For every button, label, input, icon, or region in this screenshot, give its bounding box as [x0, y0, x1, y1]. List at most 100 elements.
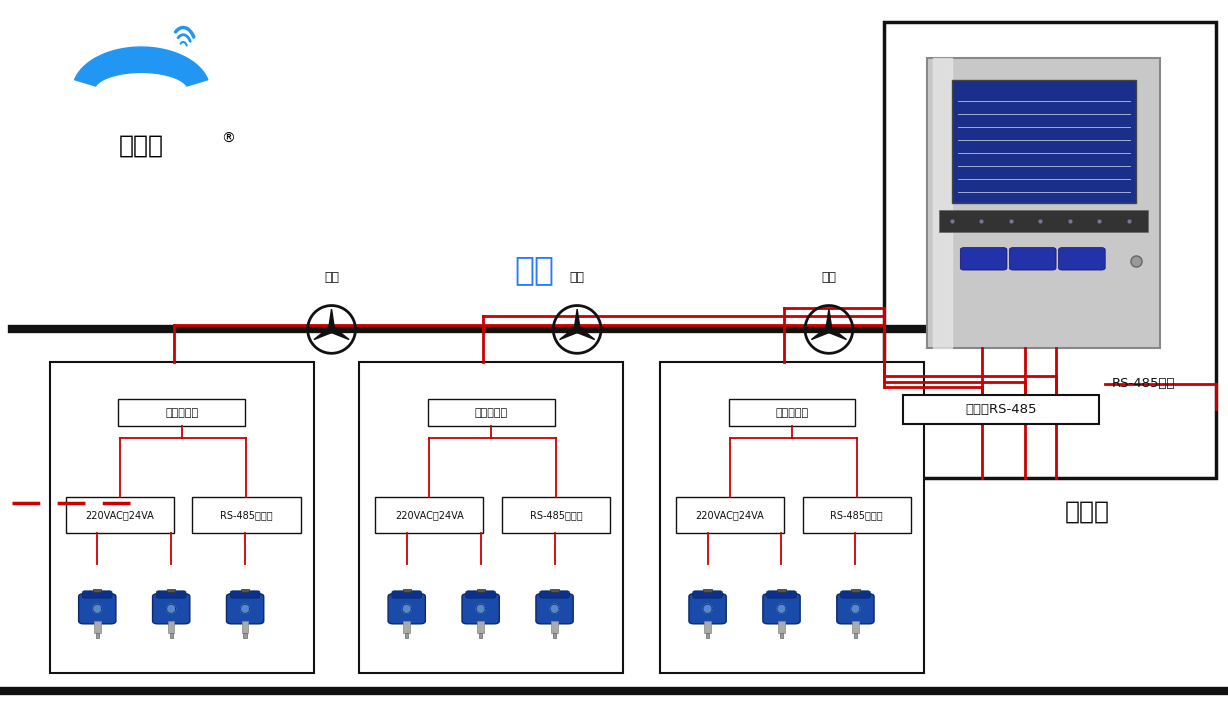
Bar — [243, 633, 247, 638]
Polygon shape — [851, 605, 860, 613]
Text: 管廊: 管廊 — [515, 253, 554, 286]
Text: 中间继电器: 中间继电器 — [475, 408, 507, 418]
Bar — [551, 621, 558, 633]
Bar — [427, 400, 555, 426]
Text: 安帕尔: 安帕尔 — [119, 134, 163, 158]
Polygon shape — [576, 327, 594, 340]
Bar — [93, 589, 102, 592]
FancyBboxPatch shape — [152, 594, 190, 624]
FancyBboxPatch shape — [392, 591, 421, 598]
Bar — [675, 497, 785, 533]
Bar — [706, 633, 710, 638]
Text: ®: ® — [221, 132, 235, 146]
Bar — [118, 400, 246, 426]
Text: 风机: 风机 — [570, 271, 585, 284]
Polygon shape — [75, 47, 208, 86]
Bar — [927, 58, 1160, 348]
FancyBboxPatch shape — [960, 248, 1007, 270]
Bar — [375, 497, 484, 533]
FancyBboxPatch shape — [841, 591, 871, 598]
Polygon shape — [403, 605, 411, 613]
Bar — [553, 633, 556, 638]
Polygon shape — [560, 327, 578, 340]
Polygon shape — [330, 327, 349, 340]
Text: RS-485转光纤: RS-485转光纤 — [529, 510, 582, 521]
Bar — [780, 633, 783, 638]
Bar — [49, 362, 314, 673]
Bar — [952, 80, 1136, 203]
Polygon shape — [476, 605, 485, 613]
FancyBboxPatch shape — [82, 591, 112, 598]
Bar — [852, 621, 858, 633]
Bar — [661, 362, 923, 673]
FancyBboxPatch shape — [540, 591, 570, 598]
FancyBboxPatch shape — [763, 594, 801, 624]
FancyBboxPatch shape — [156, 591, 185, 598]
Text: 220VAC转24VA: 220VAC转24VA — [394, 510, 463, 521]
FancyBboxPatch shape — [465, 591, 495, 598]
Polygon shape — [704, 605, 712, 613]
FancyBboxPatch shape — [226, 594, 264, 624]
Bar — [193, 497, 301, 533]
Bar — [360, 362, 624, 673]
FancyBboxPatch shape — [693, 591, 722, 598]
Text: 中控室: 中控室 — [1065, 500, 1109, 523]
Bar — [404, 621, 410, 633]
Bar — [851, 589, 860, 592]
Text: RS-485转光纤: RS-485转光纤 — [220, 510, 273, 521]
Bar — [168, 621, 174, 633]
Bar — [479, 633, 483, 638]
FancyBboxPatch shape — [1059, 248, 1105, 270]
Bar — [403, 589, 411, 592]
Bar — [502, 497, 610, 533]
Text: 中间继电器: 中间继电器 — [166, 408, 198, 418]
FancyBboxPatch shape — [766, 591, 796, 598]
FancyBboxPatch shape — [231, 591, 260, 598]
Bar — [853, 633, 857, 638]
Text: 风机: 风机 — [324, 271, 339, 284]
Text: 220VAC转24VA: 220VAC转24VA — [85, 510, 154, 521]
Polygon shape — [314, 327, 333, 340]
Bar — [169, 633, 173, 638]
Bar — [550, 589, 559, 592]
Polygon shape — [550, 605, 559, 613]
Bar — [939, 210, 1148, 232]
Bar — [478, 621, 484, 633]
FancyBboxPatch shape — [535, 594, 573, 624]
Text: 风机: 风机 — [822, 271, 836, 284]
Text: 中间继电器: 中间继电器 — [776, 408, 808, 418]
Text: RS-485输出: RS-485输出 — [1111, 377, 1175, 390]
Polygon shape — [167, 605, 176, 613]
FancyBboxPatch shape — [462, 594, 500, 624]
Polygon shape — [575, 309, 580, 329]
Text: 光纤转RS-485: 光纤转RS-485 — [965, 403, 1036, 416]
FancyBboxPatch shape — [836, 594, 874, 624]
Polygon shape — [329, 309, 334, 329]
Text: 220VAC转24VA: 220VAC转24VA — [695, 510, 764, 521]
Polygon shape — [777, 605, 786, 613]
Bar — [705, 621, 711, 633]
Text: RS-485转光纤: RS-485转光纤 — [830, 510, 883, 521]
Bar — [167, 589, 176, 592]
Bar — [476, 589, 485, 592]
Bar — [405, 633, 409, 638]
Bar — [903, 395, 1099, 424]
FancyBboxPatch shape — [689, 594, 726, 624]
Polygon shape — [241, 605, 249, 613]
Bar — [96, 633, 99, 638]
Bar — [65, 497, 174, 533]
Bar — [241, 589, 249, 592]
FancyBboxPatch shape — [388, 594, 425, 624]
Bar — [704, 589, 712, 592]
FancyBboxPatch shape — [79, 594, 115, 624]
Bar — [95, 621, 101, 633]
Polygon shape — [826, 309, 831, 329]
Bar — [803, 497, 911, 533]
Polygon shape — [93, 605, 102, 613]
Bar — [242, 621, 248, 633]
Bar — [728, 400, 856, 426]
Polygon shape — [828, 327, 846, 340]
FancyBboxPatch shape — [1009, 248, 1056, 270]
Bar — [884, 22, 1216, 478]
Polygon shape — [812, 327, 830, 340]
